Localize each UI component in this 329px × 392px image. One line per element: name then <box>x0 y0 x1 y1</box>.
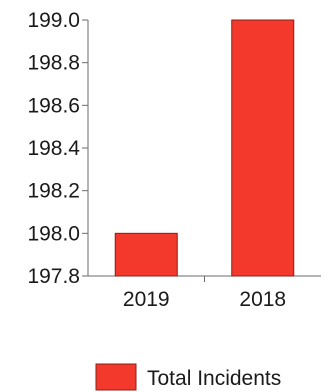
y-tick-label: 198.0 <box>27 222 80 245</box>
y-tick-label: 199.0 <box>27 9 80 32</box>
y-axis-ticks: 199.0 198.8 198.6 198.4 198.2 198.0 197.8 <box>27 9 88 288</box>
legend: Total Incidents <box>95 363 281 391</box>
x-tick-label-2019: 2019 <box>123 288 170 311</box>
y-tick-label: 198.4 <box>27 137 80 160</box>
bar-2019 <box>114 232 178 277</box>
x-axis-labels: 2019 2018 <box>123 288 286 311</box>
x-tick-label-2018: 2018 <box>239 288 286 311</box>
legend-label-total-incidents: Total Incidents <box>147 367 281 390</box>
legend-swatch-total-incidents <box>95 363 137 391</box>
y-tick-label: 198.2 <box>27 180 80 203</box>
y-tick-label: 197.8 <box>27 265 80 288</box>
y-tick-label: 198.8 <box>27 52 80 75</box>
bars <box>114 19 295 277</box>
y-tick-label: 198.6 <box>27 94 80 117</box>
bar-2018 <box>231 19 295 277</box>
